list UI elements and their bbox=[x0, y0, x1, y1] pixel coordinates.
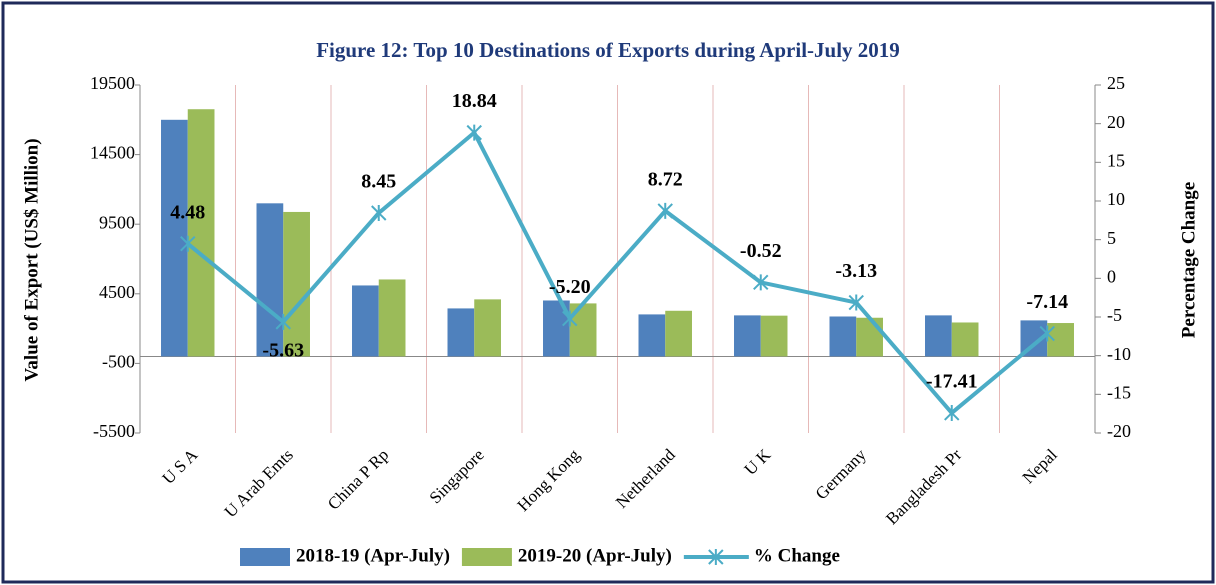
line-marker bbox=[848, 294, 864, 311]
legend-label: 2018-19 (Apr-July) bbox=[296, 545, 450, 566]
y2-tick-label: -5 bbox=[1107, 305, 1122, 325]
bar bbox=[760, 315, 788, 357]
y2-tick-label: 10 bbox=[1107, 189, 1125, 209]
bar bbox=[638, 314, 666, 357]
line-marker bbox=[944, 404, 960, 421]
y-tick-label: 4500 bbox=[99, 282, 135, 302]
legend-label: 2019-20 (Apr-July) bbox=[518, 545, 672, 566]
bar bbox=[447, 308, 475, 357]
line-marker bbox=[562, 310, 578, 327]
data-label: 4.48 bbox=[170, 201, 205, 223]
y-tick-label: -500 bbox=[102, 352, 135, 372]
data-label: -5.63 bbox=[262, 339, 304, 361]
bar bbox=[474, 299, 501, 357]
line-marker bbox=[657, 202, 673, 219]
legend-label: % Change bbox=[754, 545, 840, 566]
data-label: 18.84 bbox=[452, 90, 497, 112]
line-marker bbox=[180, 235, 196, 252]
y2-tick-label: -10 bbox=[1107, 344, 1131, 364]
y2-tick-label: 5 bbox=[1107, 228, 1116, 248]
line-marker bbox=[371, 204, 387, 221]
bar bbox=[187, 109, 215, 357]
y2-tick-label: -15 bbox=[1107, 382, 1131, 402]
y2-tick-label: 20 bbox=[1107, 112, 1125, 132]
data-label: -5.20 bbox=[549, 276, 591, 298]
bar bbox=[856, 317, 883, 357]
bar bbox=[352, 285, 379, 357]
line-series bbox=[186, 130, 1049, 415]
data-label: -17.41 bbox=[926, 371, 978, 393]
bar bbox=[925, 315, 952, 357]
bar bbox=[1047, 323, 1074, 357]
legend-marker bbox=[708, 549, 724, 565]
y2-tick-label: 25 bbox=[1107, 73, 1125, 93]
bar bbox=[378, 279, 406, 357]
y2-axis-title: Percentage Change bbox=[1178, 182, 1199, 338]
bar bbox=[951, 322, 979, 357]
line-marker bbox=[275, 313, 291, 330]
line-marker bbox=[466, 124, 482, 141]
y2-tick-label: 15 bbox=[1107, 150, 1125, 170]
y-axis-title: Value of Export (US$ Million) bbox=[21, 138, 42, 381]
bar bbox=[161, 119, 188, 357]
bar bbox=[734, 315, 761, 357]
y2-tick-label: 0 bbox=[1107, 266, 1116, 286]
y-tick-label: -5500 bbox=[93, 421, 135, 441]
data-label: 8.45 bbox=[361, 171, 396, 193]
y-tick-label: 9500 bbox=[99, 212, 135, 232]
data-label: -7.14 bbox=[1026, 291, 1068, 313]
legend-swatch bbox=[240, 548, 290, 566]
bar bbox=[665, 310, 692, 357]
bar bbox=[829, 316, 857, 357]
data-label: -3.13 bbox=[835, 260, 877, 282]
line-marker bbox=[1039, 325, 1055, 342]
bar bbox=[283, 211, 310, 357]
y2-tick-label: -20 bbox=[1107, 421, 1131, 441]
chart-title: Figure 12: Top 10 Destinations of Export… bbox=[316, 38, 900, 62]
bar bbox=[256, 203, 284, 357]
legend-swatch bbox=[461, 548, 512, 566]
data-label: -0.52 bbox=[740, 240, 782, 262]
line-marker bbox=[753, 274, 769, 291]
y-tick-label: 19500 bbox=[90, 73, 135, 93]
y-tick-label: 14500 bbox=[90, 143, 135, 163]
data-label: 8.72 bbox=[648, 168, 683, 190]
